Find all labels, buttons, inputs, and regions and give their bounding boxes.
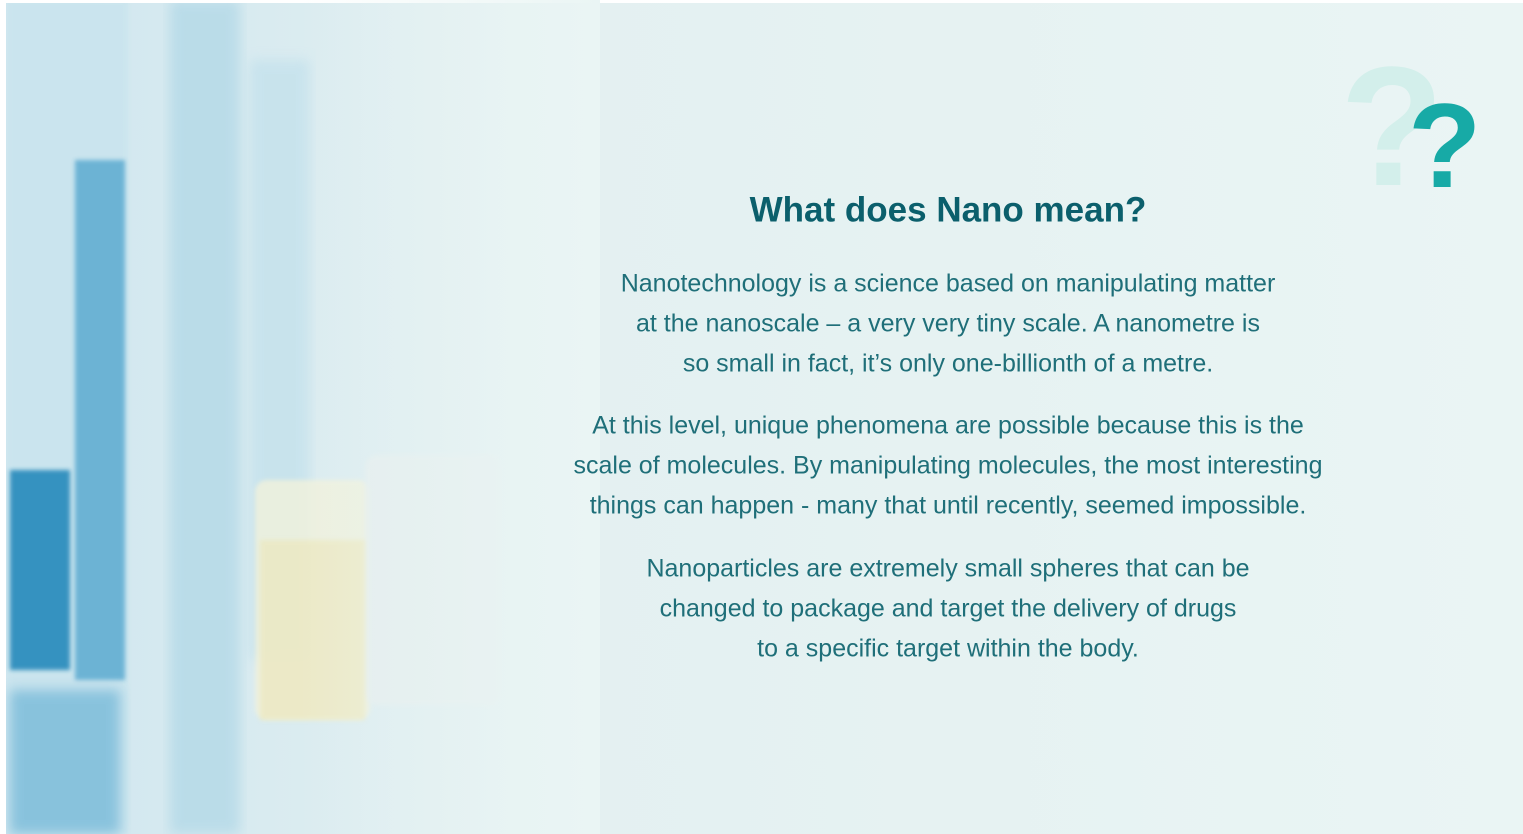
paragraph-line: Nanotechnology is a science based on man… [621, 270, 1276, 298]
paragraph-line: changed to package and target the delive… [660, 595, 1237, 623]
paragraph-line: to a specific target within the body. [757, 635, 1139, 663]
paragraph-line: at the nanoscale – a very very tiny scal… [636, 310, 1260, 338]
paragraph-line: At this level, unique phenomena are poss… [592, 412, 1304, 440]
paragraph-line: things can happen - many that until rece… [590, 492, 1307, 520]
paragraph-line: scale of molecules. By manipulating mole… [574, 452, 1323, 480]
heading: What does Nano mean? [750, 190, 1147, 229]
slide: ? ? What does Nano mean? Nanotechnology … [0, 0, 1523, 834]
page: ? ? What does Nano mean? Nanotechnology … [0, 0, 1523, 834]
paragraph-line: Nanoparticles are extremely small sphere… [646, 555, 1249, 583]
paragraph-line: so small in fact, it’s only one-billiont… [683, 350, 1213, 378]
question-mark-teal: ? [1408, 79, 1481, 213]
